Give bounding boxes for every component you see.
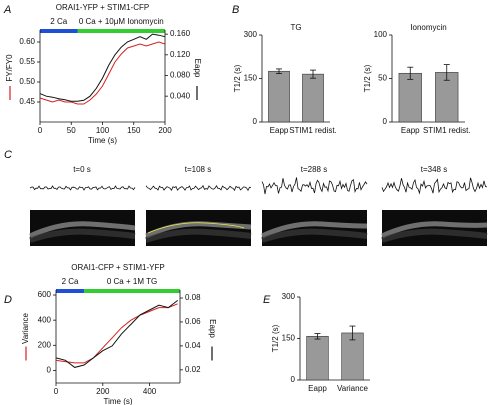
y-tick-label: 0 <box>47 366 52 375</box>
x-tick-label: 0 <box>54 387 59 396</box>
condition-bar <box>77 29 165 33</box>
y-tick-label: 150 <box>282 334 296 343</box>
x-tick-label: Eapp <box>308 384 327 393</box>
bar <box>268 70 290 123</box>
y-tick-label: 600 <box>38 290 52 299</box>
cell-edge <box>260 221 368 239</box>
series-line <box>39 41 166 105</box>
series-label: Variance <box>21 312 30 344</box>
y2-tick-label: 0.160 <box>170 29 191 38</box>
chart-title: Ionomycin <box>410 23 446 32</box>
y-tick-label: 0 <box>253 117 258 126</box>
y2-tick-label: 0.120 <box>170 50 191 59</box>
x-tick-label: 200 <box>158 126 172 135</box>
x-tick-label: Eapp <box>270 126 289 135</box>
series-label: Eapp <box>193 59 202 78</box>
y-tick-label: 0.45 <box>19 97 35 106</box>
y-tick-label: 300 <box>244 30 258 39</box>
y-tick-label: 0 <box>291 375 296 384</box>
series-label: FY/FY0 <box>5 54 14 82</box>
condition-bar <box>56 289 85 293</box>
time-label: t=108 s <box>185 165 211 174</box>
x-tick-label: 150 <box>127 126 141 135</box>
x-tick-label: 100 <box>96 126 110 135</box>
condition-label: 2 Ca <box>50 17 67 26</box>
cell-edge <box>144 221 252 239</box>
series-line <box>55 303 178 364</box>
y2-tick-label: 0.040 <box>170 91 191 100</box>
condition-label: 2 Ca <box>62 277 79 286</box>
bar <box>306 335 329 381</box>
y2-tick-label: 0.06 <box>185 317 201 326</box>
time-label: t=0 s <box>73 165 91 174</box>
y-tick-label: 200 <box>38 340 52 349</box>
panel-label: C <box>4 149 12 161</box>
y-tick-label: 0.60 <box>19 37 35 46</box>
y-axis-label: T1/2 (s) <box>363 64 372 92</box>
y2-tick-label: 0.08 <box>185 293 201 302</box>
chart-title: ORAI1-CFP + STIM1-YFP <box>71 263 164 272</box>
y-tick-label: 50 <box>378 74 387 83</box>
x-tick-label: STIM1 redist. <box>423 126 471 135</box>
condition-bar <box>84 289 180 293</box>
cell-body <box>381 228 488 243</box>
series-line <box>55 300 179 368</box>
chart-title: ORAI1-YFP + STIM1-CFP <box>56 3 149 12</box>
panel-label: A <box>3 4 11 16</box>
time-label: t=348 s <box>421 165 447 174</box>
y-tick-label: 300 <box>282 292 296 301</box>
x-tick-label: 400 <box>143 387 157 396</box>
y-axis-label: T1/2 (s) <box>233 64 242 92</box>
bar <box>302 73 324 123</box>
condition-bar <box>40 29 78 33</box>
roi-line <box>147 222 245 234</box>
bar <box>398 72 422 123</box>
x-tick-label: 200 <box>96 387 110 396</box>
cell-edge <box>28 221 136 239</box>
series-line <box>39 33 166 102</box>
y2-tick-label: 0.080 <box>170 71 191 80</box>
y-tick-label: 150 <box>244 74 258 83</box>
y-tick-label: 0 <box>383 117 388 126</box>
trace <box>145 184 252 192</box>
y-tick-label: 0.50 <box>19 77 35 86</box>
x-tick-label: 50 <box>67 126 76 135</box>
chart-title: TG <box>290 23 301 32</box>
condition-label: 0 Ca + 10μM Ionomycin <box>79 17 164 26</box>
x-axis-label: Time (s) <box>103 397 132 405</box>
trace <box>381 177 488 195</box>
panel-label: B <box>232 4 239 16</box>
y2-tick-label: 0.04 <box>185 341 201 350</box>
cell-body <box>29 228 136 243</box>
trace <box>29 185 136 191</box>
y-tick-label: 0.55 <box>19 57 35 66</box>
y-tick-label: 400 <box>38 315 52 324</box>
cell-body <box>261 228 368 243</box>
series-label: Eapp <box>208 319 217 338</box>
y-tick-label: 100 <box>374 30 388 39</box>
panel-label: D <box>4 294 12 306</box>
time-label: t=288 s <box>301 165 327 174</box>
x-tick-label: Variance <box>337 384 369 393</box>
x-tick-label: 0 <box>38 126 43 135</box>
x-tick-label: Eapp <box>401 126 420 135</box>
y2-tick-label: 0.02 <box>185 365 201 374</box>
panel-label: E <box>263 294 271 306</box>
condition-label: 0 Ca + 1M TG <box>107 277 157 286</box>
x-axis-label: Time (s) <box>88 136 117 145</box>
cell-edge <box>380 221 488 239</box>
cell-body <box>145 228 252 243</box>
y-axis-label: T1/2 (s) <box>271 324 280 352</box>
x-tick-label: STIM1 redist. <box>289 126 337 135</box>
trace <box>261 177 368 195</box>
